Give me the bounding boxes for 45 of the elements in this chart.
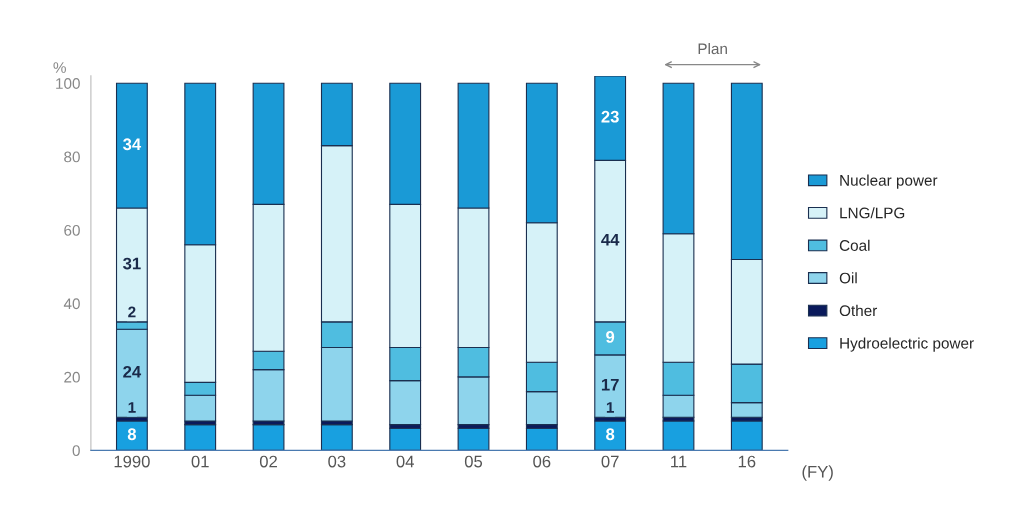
data-label: 8 [127,428,137,441]
bar [320,424,353,451]
y-tick-label: 40 [63,298,80,310]
y-tick-label: 80 [64,151,80,163]
x-tick-label: 05 [464,455,483,468]
bar [662,420,695,451]
data-label: 2 [128,306,136,318]
y-tick-label: 60 [64,224,80,236]
data-label: 9 [606,331,615,343]
legend-label: Oil [839,272,857,284]
legend-label: LNG/LPG [840,207,905,219]
legend-label: Coal [839,239,870,251]
legend-label: Hydroelectric power [840,337,974,352]
data-label: 23 [601,110,619,123]
data-label: 8 [606,428,615,441]
bar [389,427,422,451]
x-tick-label: 1990 [114,455,150,468]
text: Plan [698,42,727,55]
x-tick-label: 02 [259,455,277,468]
data-label: 31 [123,257,141,270]
x-tick-label: 01 [191,455,209,468]
x-tick-label: 03 [328,455,346,468]
legend-label: Nuclear power [840,174,938,189]
x-tick-label: 06 [533,455,551,468]
x-tick-label: 04 [396,455,414,468]
bar [730,420,763,451]
x-tick-label: 07 [601,455,619,468]
legend-label: Other [839,304,878,317]
data-label: 34 [123,138,142,151]
bar [457,427,490,451]
bar [525,427,558,451]
x-axis-title: (FY) [802,465,833,481]
x-tick-label: 11 [671,455,687,468]
x-tick-label: 16 [738,455,756,468]
bar [184,424,217,451]
y-tick-label: 100 [56,78,80,89]
data-label: 1 [128,402,136,413]
data-label: 1 [606,402,614,413]
y-axis-title: % [53,62,66,73]
y-tick-label: 20 [64,371,80,383]
y-tick-label: 0 [72,445,80,457]
bar [252,424,285,451]
data-label: 44 [601,233,620,246]
data-label: 17 [601,378,619,391]
data-label: 24 [123,365,142,378]
